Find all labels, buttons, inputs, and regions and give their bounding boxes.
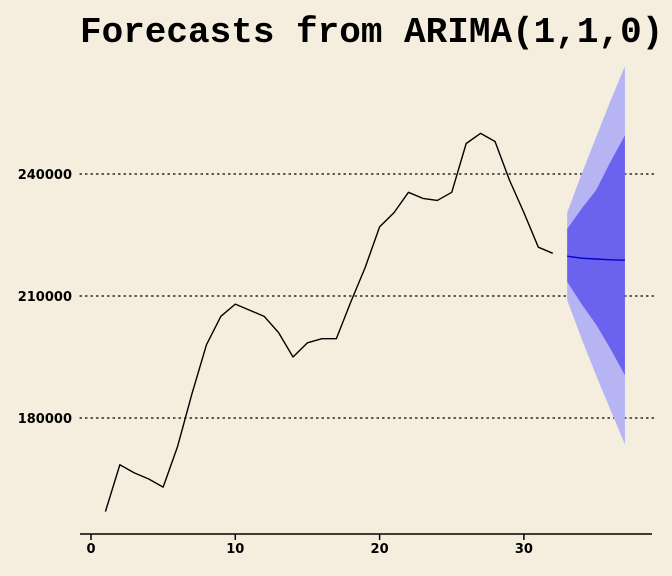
x-tick-label: 30	[515, 542, 533, 557]
gridlines	[79, 173, 655, 419]
interval-80-band	[567, 135, 625, 376]
y-tick-label: 240000	[18, 168, 72, 183]
x-tick-label: 0	[86, 542, 95, 557]
chart-title: Forecasts from ARIMA(1,1,0)	[80, 12, 663, 53]
forecast-intervals	[567, 66, 625, 445]
forecast-mean-line	[567, 255, 625, 261]
series-lines	[104, 132, 625, 512]
axes: 180000 210000 240000 0 10 20 30	[18, 168, 652, 557]
x-tick-label: 10	[226, 542, 244, 557]
x-tick-label: 20	[371, 542, 389, 557]
observed-series-line	[104, 132, 554, 512]
y-tick-label: 180000	[18, 412, 72, 427]
y-tick-label: 210000	[18, 290, 72, 305]
